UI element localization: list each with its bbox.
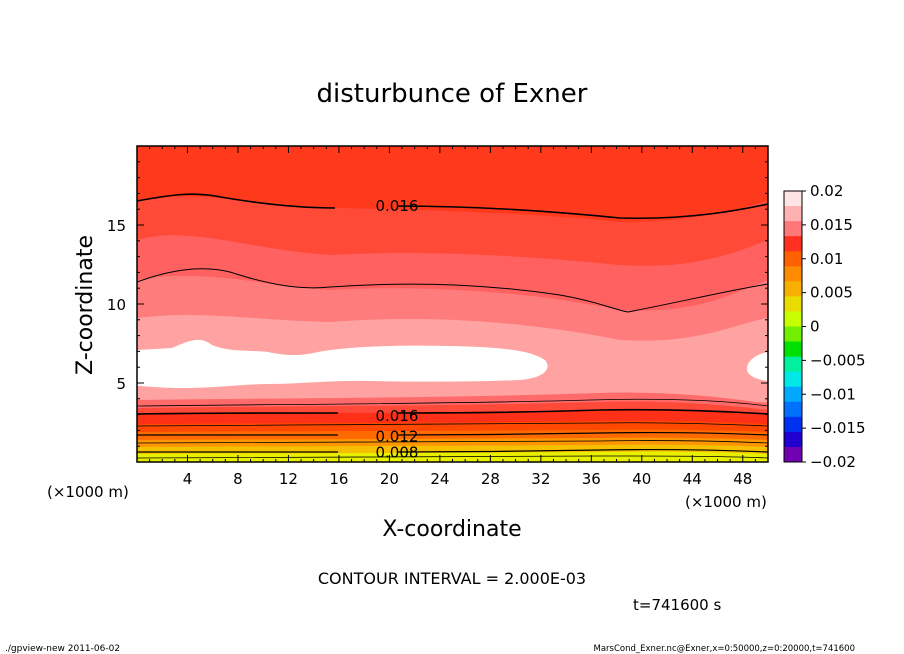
colorbar [784,191,802,463]
colorbar-tick-label: −0.02 [810,453,856,471]
colorbar-segment [784,296,802,312]
contour-label: 0.012 [375,428,418,446]
colorbar-segment [784,446,802,463]
y-axis-unit: (×1000 m) [47,483,129,501]
contour-interval-text: CONTOUR INTERVAL = 2.000E-03 [318,569,586,588]
y-axis: 5 10 15 [107,161,768,447]
colorbar-segment [784,206,802,222]
y-axis-label: Z-coordinate [73,235,98,375]
contour-label: 0.008 [375,444,418,462]
colorbar-tick-label: −0.015 [810,419,866,437]
colorbar-segment [784,386,802,403]
colorbar-segment [784,371,802,388]
colorbar-segment [784,356,802,373]
time-text: t=741600 s [633,596,721,614]
colorbar-segment [784,221,802,237]
colorbar-segment [784,266,802,282]
x-tick-label: 44 [683,470,702,488]
y-tick-label: 15 [107,217,126,235]
x-tick-label: 4 [183,470,193,488]
colorbar-segment [784,326,802,343]
x-tick-label: 28 [481,470,500,488]
x-tick-label: 20 [380,470,399,488]
colorbar-tick-label: 0.01 [810,250,843,268]
colorbar-segment [784,191,802,207]
colorbar-segment [784,431,802,448]
colorbar-segment [784,416,802,433]
colorbar-segment [784,401,802,418]
x-axis-unit: (×1000 m) [685,493,767,511]
contour-label: 0.016 [375,197,418,215]
colorbar-segment [784,281,802,297]
x-tick-label: 40 [632,470,651,488]
colorbar-segment [784,236,802,252]
footer-left: ./gpview-new 2011-06-02 [5,644,120,654]
contour-field [137,146,768,462]
colorbar-segment [784,251,802,267]
colorbar-ticks: 0.02 0.015 0.01 0.005 0 −0.005 −0.01 −0.015 −0.0… [802,182,866,471]
colorbar-segment [784,341,802,358]
x-tick-label: 48 [733,470,752,488]
colorbar-tick-label: −0.005 [810,351,866,369]
footer-right: MarsCond_Exner.nc@Exner,x=0:50000,z=0:20… [593,644,855,654]
x-tick-label: 32 [531,470,550,488]
x-tick-label: 8 [233,470,243,488]
colorbar-tick-label: 0.005 [810,284,853,302]
y-tick-label: 10 [107,296,126,314]
x-tick-label: 36 [582,470,601,488]
colorbar-tick-label: 0 [810,318,820,336]
x-axis-label: X-coordinate [382,517,521,542]
y-tick-label: 5 [116,375,126,393]
x-axis: 4 8 12 16 20 24 28 32 36 40 44 48 [149,146,756,488]
x-tick-label: 16 [329,470,348,488]
colorbar-tick-label: 0.015 [810,216,853,234]
colorbar-segment [784,311,802,327]
colorbar-tick-label: 0.02 [810,182,843,200]
contour-lines [137,193,768,459]
contour-label: 0.016 [375,407,418,425]
colorbar-tick-label: −0.01 [810,385,856,403]
x-tick-label: 12 [279,470,298,488]
chart-title: disturbunce of Exner [317,79,588,109]
x-tick-label: 24 [430,470,449,488]
